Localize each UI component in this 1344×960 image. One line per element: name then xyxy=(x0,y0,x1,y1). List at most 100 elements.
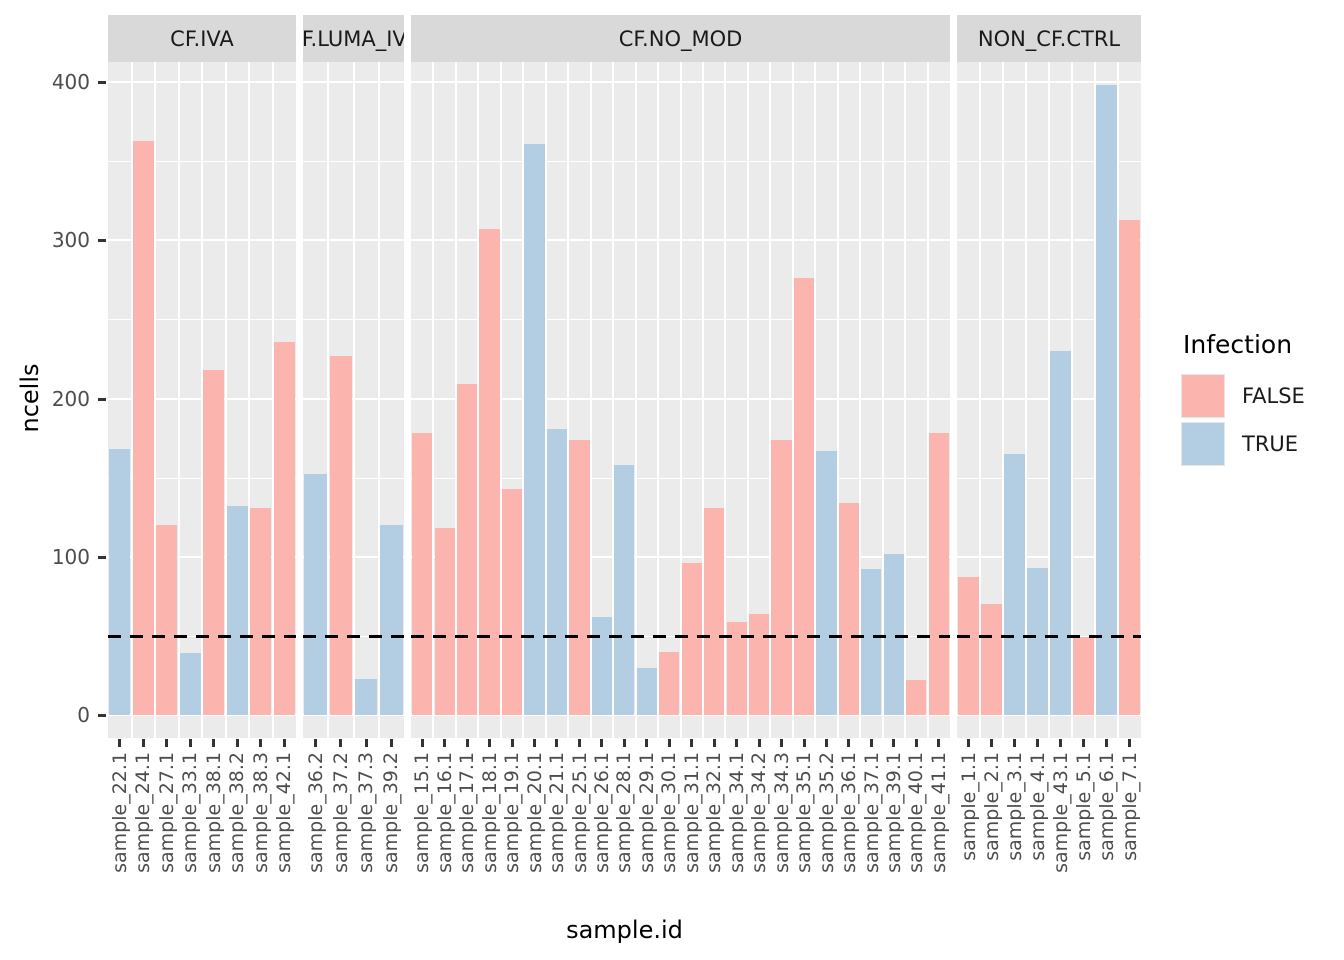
x-axis-tick-label: sample_29.1 xyxy=(635,752,658,873)
x-axis-tick-label: sample_33.1 xyxy=(179,752,202,873)
x-axis-tick-label: sample_20.1 xyxy=(523,752,546,873)
gridline-vertical xyxy=(432,62,435,738)
bar xyxy=(861,569,882,715)
bar xyxy=(1050,351,1071,715)
y-axis-tick xyxy=(98,397,106,401)
y-axis-tick-label: 200 xyxy=(51,386,90,411)
gridline-vertical xyxy=(224,62,227,738)
x-axis-tick-label: sample_5.1 xyxy=(1072,752,1095,861)
x-axis-tick-label: sample_24.1 xyxy=(132,752,155,873)
bar xyxy=(958,577,979,715)
gridline-vertical xyxy=(1071,62,1073,738)
bar xyxy=(412,433,433,715)
x-axis-tick xyxy=(802,739,806,747)
gridline-vertical xyxy=(634,62,637,738)
x-axis-tick xyxy=(1128,739,1131,747)
x-axis-tick xyxy=(420,739,424,747)
gridline-vertical xyxy=(589,62,592,738)
gridline-vertical xyxy=(1094,62,1096,738)
x-axis-tick xyxy=(188,739,192,747)
bar xyxy=(659,651,680,715)
x-axis-tick xyxy=(577,739,581,747)
bar xyxy=(816,450,837,715)
y-axis-tick-label: 300 xyxy=(51,228,90,253)
gridline-vertical xyxy=(836,62,839,738)
gridline-vertical xyxy=(1002,62,1004,738)
x-axis-tick xyxy=(510,739,514,747)
gridline-vertical xyxy=(1025,62,1027,738)
facet-strip: NON_CF.CTRL xyxy=(957,15,1141,62)
bar xyxy=(226,506,248,715)
bar xyxy=(591,616,612,715)
bar xyxy=(636,667,657,715)
y-axis-tick-label: 400 xyxy=(51,70,90,94)
gridline-vertical xyxy=(859,62,862,738)
x-axis-tick xyxy=(1013,739,1016,747)
x-axis-tick xyxy=(339,739,343,747)
gridline-vertical xyxy=(881,62,884,738)
x-axis-tick-label: sample_4.1 xyxy=(1026,752,1049,861)
x-axis-tick-label: sample_39.2 xyxy=(380,752,403,873)
facet-panel xyxy=(303,62,404,738)
gridline-vertical xyxy=(746,62,749,738)
x-axis-tick-label: sample_38.3 xyxy=(249,752,272,873)
facet-panel xyxy=(957,62,1141,738)
x-axis-tick-label: sample_34.1 xyxy=(725,752,748,873)
gridline-vertical xyxy=(791,62,794,738)
gridline-vertical xyxy=(454,62,457,738)
x-axis-tick-label: sample_31.1 xyxy=(680,752,703,873)
bar xyxy=(250,507,272,715)
x-axis-tick xyxy=(937,739,941,747)
gridline-vertical xyxy=(814,62,817,738)
gridline-vertical xyxy=(926,62,929,738)
x-axis-tick-label: sample_35.2 xyxy=(815,752,838,873)
x-axis-tick-label: sample_25.1 xyxy=(568,752,591,873)
legend-title: Infection xyxy=(1183,330,1293,359)
x-axis-tick xyxy=(600,739,604,747)
x-axis-tick xyxy=(1036,739,1039,747)
bar xyxy=(614,464,635,715)
legend-label-false: FALSE xyxy=(1242,384,1305,408)
x-axis-tick xyxy=(847,739,851,747)
x-axis-tick-label: sample_34.3 xyxy=(770,752,793,873)
gridline-vertical xyxy=(724,62,727,738)
x-axis-tick-label: sample_7.1 xyxy=(1118,752,1141,861)
gridline-vertical xyxy=(701,62,704,738)
x-axis-tick-label: sample_34.2 xyxy=(748,752,771,873)
gridline-vertical xyxy=(154,62,156,738)
gridline-vertical xyxy=(1048,62,1050,738)
x-axis-tick xyxy=(465,739,469,747)
x-axis-tick-label: sample_18.1 xyxy=(478,752,501,873)
x-axis-tick xyxy=(212,739,216,747)
bar xyxy=(771,439,792,715)
gridline-vertical xyxy=(477,62,480,738)
x-axis-tick-label: sample_26.1 xyxy=(590,752,613,873)
gridline-vertical xyxy=(544,62,547,738)
x-axis-tick-label: sample_15.1 xyxy=(411,752,434,873)
x-axis-tick xyxy=(533,739,537,747)
gridline-vertical xyxy=(499,62,502,738)
bar xyxy=(1096,85,1117,715)
x-axis-tick xyxy=(645,739,649,747)
gridline-vertical xyxy=(201,62,203,738)
x-axis-tick xyxy=(443,739,447,747)
legend-label-true: TRUE xyxy=(1242,432,1299,456)
bar xyxy=(1027,567,1048,715)
bar xyxy=(546,428,568,715)
y-axis-tick-label: 100 xyxy=(51,544,90,569)
x-axis-tick xyxy=(118,739,122,747)
x-axis-tick xyxy=(141,739,145,747)
x-axis-tick xyxy=(1059,739,1062,747)
y-axis-tick xyxy=(98,239,106,243)
y-axis-tick xyxy=(98,81,106,84)
gridline-vertical xyxy=(327,62,330,738)
x-axis-tick-label: sample_2.1 xyxy=(980,752,1003,861)
x-axis-tick xyxy=(282,739,286,747)
x-axis-tick xyxy=(735,739,739,747)
bar xyxy=(273,341,295,715)
bar xyxy=(681,563,702,715)
x-axis-tick-label: sample_43.1 xyxy=(1049,752,1072,873)
bar xyxy=(203,370,225,715)
gridline-vertical xyxy=(979,62,981,738)
gridline-vertical xyxy=(904,62,907,738)
